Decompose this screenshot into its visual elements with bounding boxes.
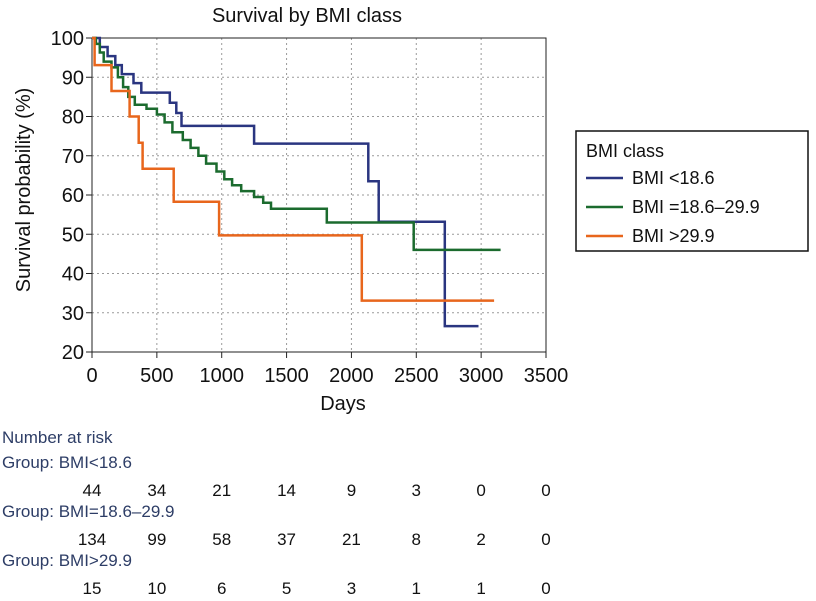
risk-count: 0 [541,481,551,500]
risk-count: 3 [346,579,357,598]
risk-count: 8 [411,530,422,549]
risk-count: 134 [77,530,107,549]
x-tick-label: 2500 [394,365,439,387]
x-axis-label: Days [320,393,366,415]
y-tick-label: 30 [62,303,84,325]
series-line-2 [92,36,501,252]
risk-count: 5 [281,579,292,598]
y-tick-label: 80 [62,107,84,129]
risk-count: 99 [147,530,167,549]
y-tick-label: 40 [62,264,84,286]
risk-count: 10 [147,579,167,598]
risk-row: 15 10 6 5 3 1 1 0 [0,579,816,601]
risk-count: 1 [476,579,486,598]
risk-count: 0 [541,579,551,598]
series-line-1 [92,36,479,328]
risk-row: 134 99 58 37 21 8 2 0 [0,530,816,552]
risk-count: 9 [346,481,357,500]
x-tick-label: 500 [140,365,173,387]
y-tick-label: 50 [62,224,84,246]
risk-count: 21 [341,530,361,549]
risk-count: 2 [476,530,486,549]
risk-count: 37 [277,530,297,549]
risk-count: 34 [147,481,167,500]
grid-lines [92,38,546,352]
survival-chart: Survival by BMI class 0 500 1000 1500 2000 25… [13,5,809,415]
chart-title: Survival by BMI class [212,5,402,27]
risk-count: 1 [411,579,422,598]
risk-count: 15 [82,579,102,598]
x-tick-label: 0 [86,365,97,387]
y-axis-label: Survival probability (%) [13,88,35,293]
series-line-3 [92,36,495,302]
risk-count: 6 [216,579,227,598]
legend-label-3: BMI >29.9 [632,226,715,246]
risk-count: 0 [541,530,551,549]
legend: BMI class BMI <18.6 BMI =18.6–29.9 BMI >29… [575,130,809,252]
x-tick-label: 1500 [264,365,309,387]
y-tick-label: 70 [62,146,84,168]
risk-row: 44 34 21 14 9 3 0 0 [0,481,816,503]
risk-group-label: Group: BMI>29.9 [2,551,132,570]
y-tick-label: 100 [51,28,84,50]
axis-ticks: 0 500 1000 1500 2000 2500 3000 3500 20 30 40 50 60 70… [51,28,569,387]
risk-group-label: Group: BMI<18.6 [2,453,132,472]
risk-count: 44 [82,481,102,500]
legend-box [575,130,809,252]
series-lines [92,36,501,328]
legend-label-2: BMI =18.6–29.9 [632,197,760,217]
legend-title: BMI class [586,141,664,161]
risk-count: 14 [277,481,297,500]
y-tick-label: 90 [62,67,84,89]
y-tick-label: 20 [62,342,84,364]
x-tick-label: 3000 [459,365,504,387]
risk-table-title: Number at risk [2,428,113,447]
y-tick-label: 60 [62,185,84,207]
risk-count: 3 [411,481,422,500]
risk-count: 58 [212,530,232,549]
risk-count: 21 [212,481,232,500]
risk-count: 0 [476,481,486,500]
x-tick-label: 1000 [199,365,244,387]
x-tick-label: 3500 [524,365,569,387]
x-tick-label: 2000 [329,365,374,387]
legend-label-1: BMI <18.6 [632,168,715,188]
risk-group-label: Group: BMI=18.6–29.9 [2,502,175,521]
